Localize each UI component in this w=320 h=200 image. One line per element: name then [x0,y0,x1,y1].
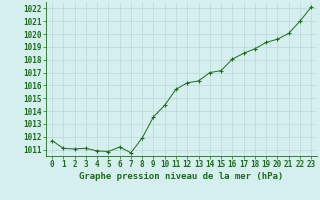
X-axis label: Graphe pression niveau de la mer (hPa): Graphe pression niveau de la mer (hPa) [79,172,284,181]
